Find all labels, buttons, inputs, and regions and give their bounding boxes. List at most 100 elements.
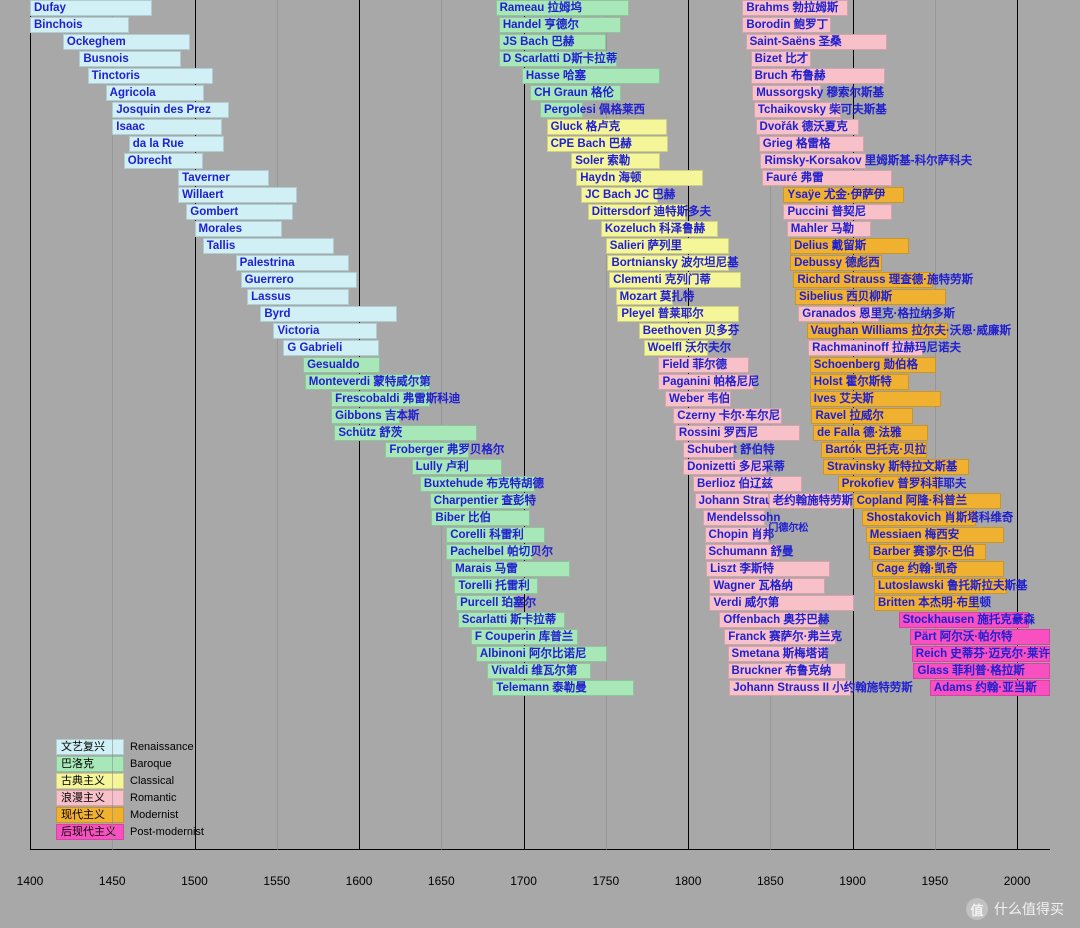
watermark-badge: 值 [966, 898, 988, 920]
composer-bar: Pachelbel 帕切贝尔 [446, 544, 533, 560]
legend-swatch: 巴洛克 [56, 756, 124, 772]
composer-bar: Tallis [203, 238, 335, 254]
composer-bar: Mussorgsky 穆索尔斯基 [752, 85, 821, 101]
composer-bar: Stockhausen 施托克豪森 [899, 612, 1029, 628]
composer-bar: Lutoslawski 鲁托斯拉夫斯基 [874, 578, 1007, 594]
composer-bar: Willaert [178, 187, 296, 203]
composer-bar: Victoria [273, 323, 377, 339]
x-axis [30, 849, 1050, 850]
x-tick: 1900 [839, 874, 866, 888]
composer-bar: Brahms 勃拉姆斯 [742, 0, 847, 16]
composer-bar: Telemann 泰勒曼 [492, 680, 633, 696]
composer-bar: Czerny 卡尔·车尔尼 [673, 408, 782, 424]
composer-bar: de Falla 德·法雅 [813, 425, 928, 441]
composer-bar: Cage 约翰·凯奇 [872, 561, 1004, 577]
composer-bar: Guerrero [241, 272, 358, 288]
composer-bar: Beethoven 贝多芬 [639, 323, 733, 339]
x-tick: 1550 [263, 874, 290, 888]
legend-swatch: 后现代主义 [56, 824, 124, 840]
composer-bar: Agricola [106, 85, 205, 101]
composer-bar: Granados 恩里克·格拉纳多斯 [798, 306, 879, 322]
x-tick: 1400 [17, 874, 44, 888]
composer-bar: Liszt 李斯特 [706, 561, 829, 577]
legend-label: Renaissance [130, 741, 194, 753]
composer-bar: Gombert [186, 204, 293, 220]
legend-label: Modernist [130, 809, 178, 821]
legend-row: 文艺复兴Renaissance [56, 738, 204, 755]
composer-bar: Taverner [178, 170, 268, 186]
composer-bar: Prokofiev 普罗科菲耶夫 [838, 476, 940, 492]
x-tick: 1950 [921, 874, 948, 888]
legend-row: 巴洛克 Baroque [56, 755, 204, 772]
composer-bar: Copland 阿隆·科普兰 [853, 493, 1001, 509]
composer-bar: Sibelius 西贝柳斯 [795, 289, 946, 305]
x-tick: 1850 [757, 874, 784, 888]
composer-bar: Charpentier 查彭特 [430, 493, 530, 509]
composer-bar: Rachmaninoff 拉赫玛尼诺夫 [808, 340, 923, 356]
composer-bar: Lassus [247, 289, 349, 305]
composer-bar: Stravinsky 斯特拉文斯基 [823, 459, 969, 475]
x-tick: 1700 [510, 874, 537, 888]
composer-bar: Bizet 比才 [751, 51, 812, 67]
legend-label: Classical [130, 775, 174, 787]
composer-bar: Schubert 舒伯特 [683, 442, 734, 458]
composer-bar: Vaughan Williams 拉尔夫·沃恩·威廉斯 [807, 323, 948, 339]
composer-bar: Pergolesi 佩格莱西 [540, 102, 583, 118]
composer-bar: Chopin 肖邦 [705, 527, 769, 543]
legend-row: 浪漫主义Romantic [56, 789, 204, 806]
composer-label-overflow: 门德尔松 [768, 519, 808, 534]
composer-bar: Johann Strauss I [695, 493, 769, 509]
composer-bar: Schütz 舒茨 [334, 425, 477, 441]
composer-bar: Ives 艾夫斯 [810, 391, 942, 407]
composer-bar: Lully 卢利 [412, 459, 502, 475]
composer-bar: Morales [195, 221, 282, 237]
composer-bar: Tchaikovsky 柴可夫斯基 [754, 102, 841, 118]
x-tick: 2000 [1004, 874, 1031, 888]
composer-bar: Smetana 斯梅塔诺 [728, 646, 827, 662]
composer-bar: Albinoni 阿尔比诺尼 [476, 646, 608, 662]
composer-bar: Paganini 帕格尼尼 [658, 374, 753, 390]
legend: 文艺复兴Renaissance巴洛克Baroque古典主义Classical浪漫… [56, 738, 204, 840]
legend-row: 后现代主义Post-modernist [56, 823, 204, 840]
composer-bar: Pleyel 普莱耶尔 [617, 306, 739, 322]
composer-bar: Scarlatti 斯卡拉蒂 [458, 612, 565, 628]
timeline-chart: 文艺复兴Renaissance巴洛克Baroque古典主义Classical浪漫… [30, 0, 1050, 870]
composer-bar: Palestrina [236, 255, 350, 271]
composer-bar: JS Bach 巴赫 [499, 34, 606, 50]
composer-bar: Haydn 海顿 [576, 170, 703, 186]
legend-label: Baroque [130, 758, 172, 770]
composer-bar: Frescobaldi 弗雷斯科迪 [331, 391, 430, 407]
composer-bar: Biber 比伯 [431, 510, 530, 526]
composer-bar: Puccini 普契尼 [783, 204, 892, 220]
composer-bar: Marais 马雷 [451, 561, 569, 577]
composer-bar: Gesualdo [303, 357, 380, 373]
composer-bar: JC Bach JC 巴赫 [581, 187, 658, 203]
gridline [524, 0, 525, 850]
composer-bar: Woelfl 沃尔夫尔 [644, 340, 708, 356]
composer-bar: Mendelssohn [703, 510, 766, 526]
composer-bar: Delius 戴留斯 [790, 238, 908, 254]
composer-bar: Monteverdi 蒙特威尔第 [305, 374, 430, 390]
composer-bar: Bruckner 布鲁克纳 [728, 663, 846, 679]
legend-row: 现代主义Modernist [56, 806, 204, 823]
composer-bar: F Couperin 库普兰 [471, 629, 578, 645]
composer-bar: Offenbach 奥芬巴赫 [719, 612, 819, 628]
composer-bar: Dvořák 德沃夏克 [756, 119, 860, 135]
composer-bar: Johann Strauss II 小约翰施特劳斯 [729, 680, 851, 696]
composer-bar: Grieg 格雷格 [759, 136, 864, 152]
composer-bar: Britten 本杰明·布里顿 [874, 595, 978, 611]
composer-bar: Torelli 托雷利 [454, 578, 538, 594]
composer-bar: Richard Strauss 理查德·施特劳斯 [793, 272, 933, 288]
watermark-text: 什么值得买 [994, 899, 1064, 919]
composer-bar: Pärt 阿尔沃·帕尔特 [910, 629, 1050, 645]
composer-bar: Gluck 格卢克 [547, 119, 667, 135]
composer-bar: Glass 菲利普·格拉斯 [913, 663, 1050, 679]
composer-bar: 老约翰施特劳斯 [769, 493, 851, 509]
composer-bar: Weber 韦伯 [665, 391, 731, 407]
composer-bar: Handel 亨德尔 [499, 17, 621, 33]
composer-bar: Purcell 珀塞尔 [456, 595, 515, 611]
composer-bar: Messiaen 梅西安 [866, 527, 1004, 543]
composer-bar: Barber 赛谬尔·巴伯 [869, 544, 986, 560]
composer-bar: Binchois [30, 17, 129, 33]
composer-bar: Corelli 科雷利 [446, 527, 545, 543]
